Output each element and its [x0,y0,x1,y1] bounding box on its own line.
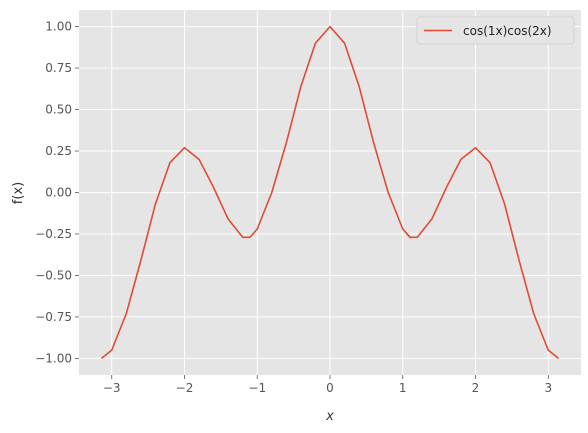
y-tick-label: −1.00 [35,351,72,365]
series-layer [100,25,560,360]
x-tick-label: 0 [326,381,334,395]
y-axis-label: f(x) [11,182,26,204]
x-axis-label: x [325,409,334,424]
grid [79,10,581,375]
y-tick-label: −0.75 [35,310,72,324]
series-line-0 [100,25,560,360]
ticks: −3 −2 −1 0 1 2 3 −1.00 −0.75 −0.50 −0.25 0.00 0.25 0.… [35,20,552,395]
x-tick-label: −1 [248,381,266,395]
x-tick-label: 1 [399,381,407,395]
y-tick-label: 0.75 [45,61,72,75]
y-tick-label: 0.50 [45,103,72,117]
x-tick-label: −2 [176,381,194,395]
y-tick-label: −0.50 [35,268,72,282]
x-tick-label: 3 [544,381,552,395]
y-tick-label: 0.00 [45,186,72,200]
x-tick-label: −3 [103,381,121,395]
y-tick-label: −0.25 [35,227,72,241]
legend-label: cos(1x)cos(2x) [463,24,552,38]
x-tick-label: 2 [472,381,480,395]
y-tick-label: 1.00 [45,20,72,34]
legend-box [416,16,575,45]
y-tick-label: 0.25 [45,144,72,158]
legend: cos(1x)cos(2x) [416,16,575,45]
